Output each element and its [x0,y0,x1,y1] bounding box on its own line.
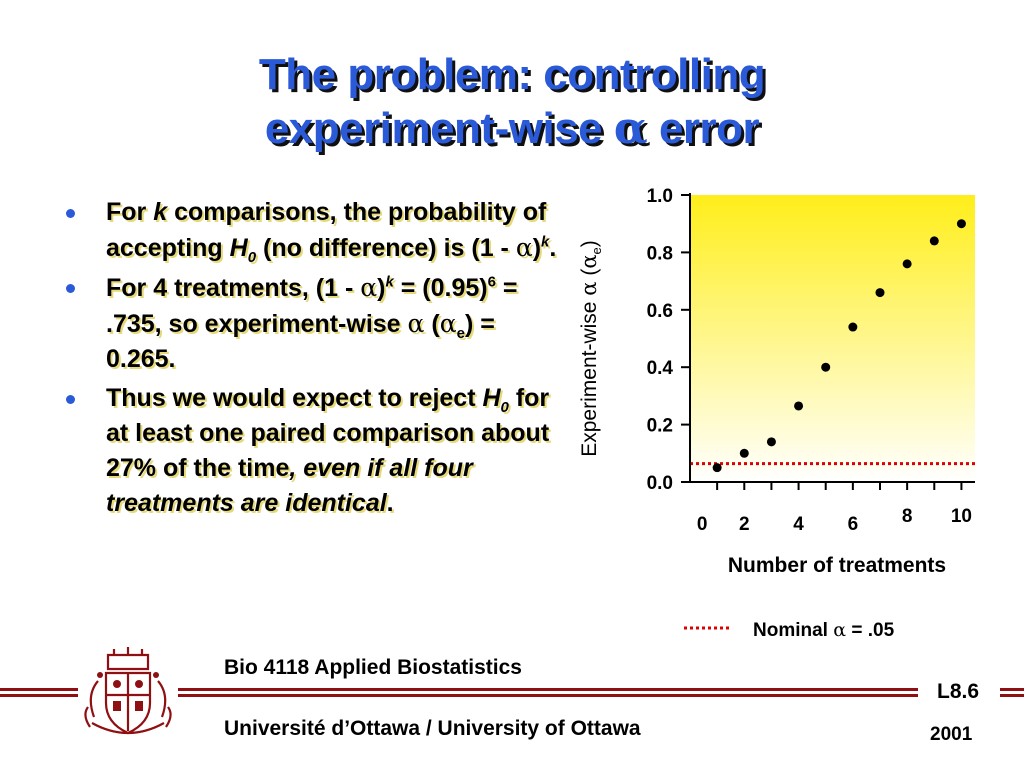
title-line-2: experiment-wise α error [0,102,1024,156]
bullet-alpha-symbol: α [439,309,457,338]
bullet-text: for at least one paired comparison about… [106,384,550,482]
legend-alpha: α [833,619,846,641]
bullet-superscript: 6 [487,273,496,291]
bullet-text: Thus we would expect to reject [106,384,483,412]
data-point [739,448,749,458]
bullet-text: . [386,489,394,517]
bullet-text: comparisons, the probability of acceptin… [106,198,547,262]
y-title-alpha: α [577,254,601,268]
scatter-chart: 0.0 0.2 0.4 0.6 0.8 1.0 0 2 4 6 8 10 Experiment-wis… [560,180,1020,650]
footer-rule-left [0,688,78,691]
bullet-item: For k comparisons, the probability of ac… [60,195,560,266]
title-line-1: The problem: controlling [258,50,766,99]
bullet-text: For [106,198,154,226]
footer-rule-main [178,694,918,697]
y-tick-label: 0.8 [647,243,673,264]
footer-rule-right [1000,688,1024,691]
footer-rule-right [1000,694,1024,697]
y-tick-label: 0.0 [647,473,673,494]
footer-rule-main [178,688,918,691]
bullet-item: For 4 treatments, (1 - α)k = (0.95)6 = .… [60,270,560,377]
university-name: Université d’Ottawa / University of Otta… [224,717,641,740]
data-point [766,437,776,447]
bullet-superscript: k [541,233,550,251]
title-line-2-text: experiment-wise [264,104,614,153]
bullet-var-k: k [153,198,168,226]
y-title-subscript: e [589,247,604,254]
slide-title: The problem: controlling experiment-wise… [0,48,1024,156]
y-title-alpha: α [577,282,601,296]
y-title-text: Experiment-wise [578,296,601,457]
bullet-subscript: e [456,325,465,342]
bullet-text: = .735, so experiment-wise [106,274,518,338]
bullet-text: For 4 treatments, (1 - [106,274,361,302]
legend-nominal-label: Nominal α = .05 [753,619,895,641]
bullet-emphasis: , even if all four treatments are identi… [106,454,473,517]
bullet-var-h: H [482,384,501,412]
title-line-2-end: error [647,104,760,153]
bullet-text: . [549,234,557,262]
bullet-var-h: H [229,234,248,262]
data-points [712,219,966,473]
bullet-text: (no difference) is (1 - [256,234,516,262]
x-tick-label: 10 [951,506,972,527]
chart-svg: 0.0 0.2 0.4 0.6 0.8 1.0 0 2 4 6 8 10 Experiment-wis… [577,186,975,641]
course-title: Bio 4118 Applied Biostatistics [224,656,522,679]
bullet-item: Thus we would expect to reject H0 for at… [60,381,560,521]
bullet-text: ) = 0.265. [106,310,495,373]
x-tick-label: 6 [848,514,859,535]
y-tick-label: 0.2 [647,416,673,437]
y-title-text: ( [578,269,601,282]
y-axis-title: Experiment-wise α (αe) [577,240,604,457]
title-alpha-symbol: α [613,103,648,154]
bullet-superscript: k [385,273,394,291]
bullet-alpha-symbol: α [515,233,533,262]
bullet-dot-icon [66,284,75,293]
data-point [902,259,912,269]
bullet-text: ) [377,274,386,302]
y-tick-label: 0.4 [647,358,674,379]
bullet-alpha-symbol: α [360,273,378,302]
x-tick-label: 8 [902,506,913,527]
bullet-subscript: 0 [247,249,257,266]
data-point [956,219,966,229]
plot-background [690,195,975,482]
footer-rule-left [0,694,78,697]
axis-ticks [681,194,963,490]
data-point [794,401,804,411]
data-point [712,463,722,473]
bullet-dot-icon [66,395,75,404]
bullet-text: = (0.95) [393,274,488,302]
x-axis-title: Number of treatments [728,554,946,577]
y-tick-label: 0.6 [647,301,673,322]
data-point [848,322,858,332]
year-label: 2001 [930,724,973,745]
bullet-dot-icon [66,209,75,218]
y-tick-label: 1.0 [647,186,673,207]
university-crest-icon [84,647,172,735]
tick-labels: 0.0 0.2 0.4 0.6 0.8 1.0 0 2 4 6 8 10 [647,186,972,535]
bullet-text: ( [424,310,440,338]
x-tick-label: 2 [739,514,750,535]
bullet-text: ) [532,234,542,262]
legend-text: = .05 [846,620,894,641]
lecture-number: L8.6 [937,680,980,703]
data-point [875,288,885,298]
y-title-text: ) [578,240,601,247]
bullet-subscript: 0 [500,399,509,416]
legend-text: Nominal [753,620,833,641]
x-tick-label: 0 [697,514,708,535]
bullet-list: For k comparisons, the probability of ac… [60,195,560,525]
bullet-alpha-symbol: α [407,309,425,338]
x-tick-label: 4 [793,514,804,535]
data-point [821,362,831,372]
data-point [929,236,939,246]
